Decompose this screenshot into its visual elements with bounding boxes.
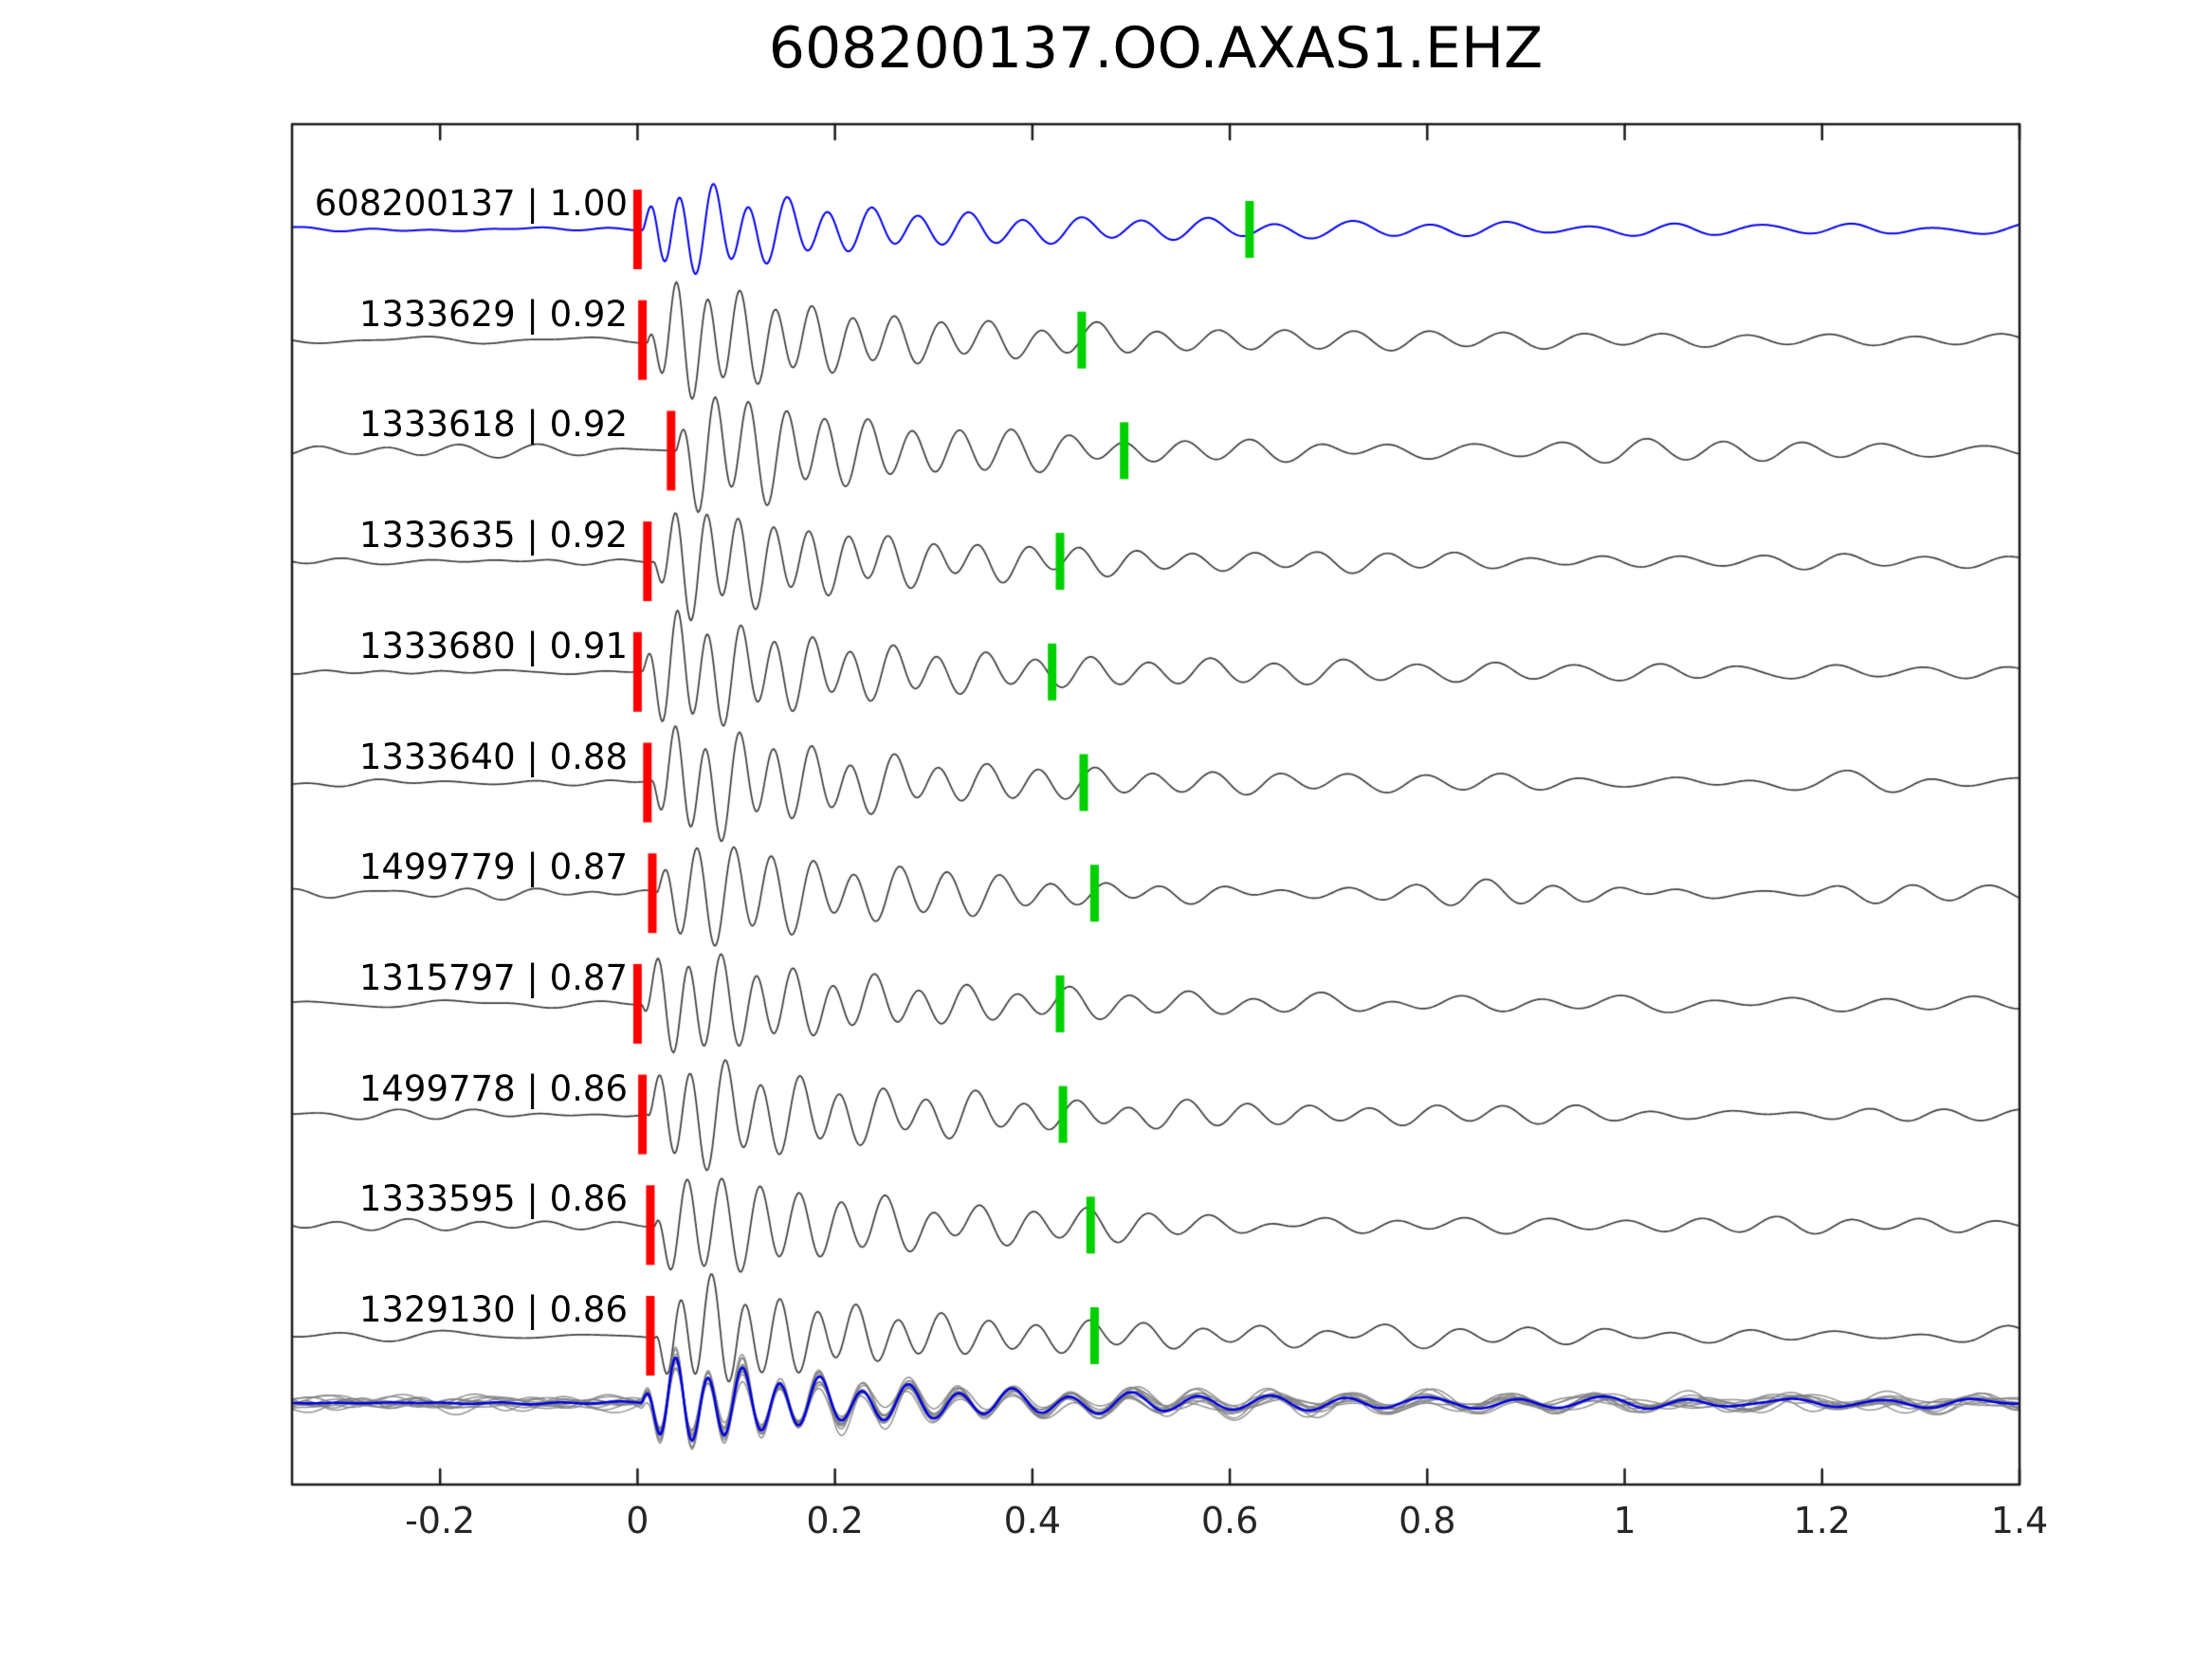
x-axis-tick-label: 0: [626, 1500, 649, 1541]
x-axis-tick-label: 1.4: [1990, 1500, 2049, 1541]
trace-label: 1333640 | 0.88: [358, 736, 628, 777]
x-axis-tick-label: 0.4: [1003, 1500, 1062, 1541]
trace-label: 1333618 | 0.92: [358, 404, 628, 446]
trace-label: 1315797 | 0.87: [358, 957, 628, 998]
trace-label: 1499779 | 0.87: [358, 847, 628, 888]
x-axis-tick-label: -0.2: [405, 1500, 476, 1541]
x-axis-tick-label: 0.8: [1398, 1500, 1456, 1541]
trace-label: 1499778 | 0.86: [358, 1067, 628, 1109]
x-axis-tick-label: 1: [1613, 1500, 1636, 1541]
trace-label: 1333595 | 0.86: [358, 1178, 628, 1220]
x-axis-tick-label: 1.2: [1793, 1500, 1851, 1541]
trace-label: 1333629 | 0.92: [358, 293, 628, 335]
trace-label: 608200137 | 1.00: [314, 183, 628, 224]
trace-label: 1333680 | 0.91: [358, 625, 628, 666]
trace-label: 1333635 | 0.92: [358, 515, 628, 556]
x-axis-tick-label: 0.6: [1200, 1500, 1259, 1541]
trace-label: 1329130 | 0.86: [358, 1289, 628, 1330]
x-axis-tick-label: 0.2: [806, 1500, 864, 1541]
